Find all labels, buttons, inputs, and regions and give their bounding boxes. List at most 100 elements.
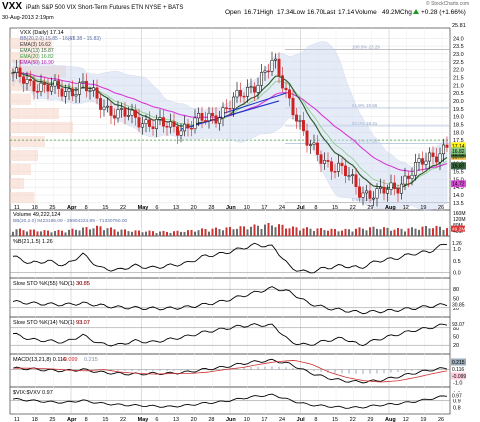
sto55-tag-box [451, 300, 466, 308]
candle-body [291, 97, 295, 116]
candle-body [372, 197, 375, 200]
x-tick-label-price: 26 [438, 205, 444, 211]
macd-tag: 0.116 [452, 367, 464, 373]
candle-body [242, 95, 246, 98]
high-label: High [260, 9, 274, 16]
candle-body [386, 189, 389, 194]
sto14-tick-label: 80 [453, 326, 459, 332]
x-tick-label: 22 [120, 417, 126, 422]
volume-bar [134, 230, 137, 236]
last-label: Last [323, 9, 335, 16]
volume-bar [299, 230, 301, 236]
price-tag: 14.72 [452, 182, 465, 188]
x-tick-label: 26 [438, 417, 444, 422]
vix-tick-label: 0.9 [453, 398, 461, 404]
x-tick-label: 29 [367, 417, 373, 422]
candle-body [186, 123, 190, 129]
volume-profile [10, 38, 73, 203]
volume-bar [176, 230, 179, 236]
candle-body [172, 121, 176, 127]
x-tick-label-price: 22 [350, 205, 356, 211]
volume-profile-bar [10, 94, 31, 105]
volume-bar [386, 227, 389, 236]
x-tick-label-price: 12 [403, 205, 409, 211]
x-tick-label: 10 [244, 417, 250, 422]
candle-body [330, 161, 333, 172]
candle-body [333, 171, 337, 173]
pctb-tag: 1.26 [452, 241, 462, 247]
pctb-tick-label: 0.0 [453, 271, 461, 277]
candle-body [22, 76, 25, 84]
open-label: Open [225, 9, 241, 16]
candle-body [158, 117, 162, 120]
volume-bar [313, 230, 315, 236]
x-tick-label-price: 15 [332, 205, 338, 211]
volume-bar [106, 228, 109, 236]
candle-body [169, 121, 172, 128]
candle-body [246, 87, 249, 97]
candle-body [270, 59, 274, 72]
volume-bar [211, 228, 214, 236]
volume-bar [232, 229, 235, 236]
price-tick-label: 14.0 [453, 193, 464, 199]
volume-bar [365, 230, 368, 236]
price-tick-label: 20.5 [453, 91, 464, 97]
x-tick-label: 17 [261, 417, 267, 422]
candle-body [277, 58, 281, 76]
candle-body [127, 115, 130, 117]
candle-body [60, 88, 64, 97]
up-triangle-icon [413, 9, 419, 14]
volume-bar [138, 230, 140, 236]
fibonacci-label: 0.0% 13.54 [352, 197, 375, 202]
x-tick-label: 18 [32, 417, 38, 422]
candle-body [393, 182, 396, 189]
candle-body [232, 96, 235, 109]
x-tick-label-price: 13 [173, 205, 179, 211]
candle-body [435, 156, 438, 163]
symbol-label: VXX [2, 1, 22, 12]
price-tick-label: 21.5 [453, 75, 464, 81]
volume-bar [215, 227, 217, 236]
volume-profile-bar [10, 122, 73, 133]
sto55-tick-label: 50 [453, 297, 459, 303]
volume-bar [201, 228, 203, 236]
volume-bar [190, 229, 193, 236]
chart-header: VXX iPath S&P 500 VIX Short-Term Futures… [0, 0, 480, 22]
volume-bar [418, 229, 420, 236]
volume-bar [96, 225, 98, 236]
candle-body [162, 117, 165, 127]
volume-bar [169, 232, 172, 236]
candle-body [15, 67, 18, 73]
sto14-line [12, 323, 448, 347]
volume-bar [243, 226, 245, 236]
volume-bar [204, 229, 207, 236]
chart-svg: 100.0% 23.29 61.8% 19.56 50.0% 18.41 38.2% … [0, 22, 480, 422]
volume-bar [400, 228, 403, 236]
volume-bar [64, 232, 67, 236]
x-tick-label-price: Jul [297, 205, 305, 211]
candle-body [225, 107, 228, 109]
volume-bar [15, 229, 18, 236]
candle-body [284, 87, 288, 91]
candle-body [134, 109, 137, 118]
x-tick-label-price: Aug [385, 205, 396, 211]
y-axis-labels: 24.0 23.5 23.0 22.5 22.021.5 21.0 20.5 20.0 19.5… [451, 36, 466, 411]
candle-body [375, 188, 379, 199]
symbol-description: iPath S&P 500 VIX Short-Term Futures ETN… [26, 5, 183, 11]
volume-profile-bar [10, 150, 38, 161]
x-tick-label-price: 17 [261, 205, 267, 211]
price-tick-label: 14.5 [453, 185, 464, 191]
volume-tag: 49.2M [452, 227, 465, 233]
volume-bar [348, 229, 350, 236]
open-value: 16.71 [244, 9, 261, 16]
volume-profile-bar [10, 192, 35, 203]
volume-bar [197, 230, 200, 236]
macd-line [12, 358, 448, 384]
x-tick-label: Jul [297, 417, 305, 422]
candle-body [368, 190, 372, 199]
bb-legend: BB(20,2.0) 15.85 - 16.47 [20, 36, 75, 42]
x-tick-label: 28 [208, 417, 214, 422]
volume-bar [330, 228, 333, 236]
price-tick-label: 18.5 [453, 122, 464, 128]
x-tick-label: 24 [279, 417, 285, 422]
